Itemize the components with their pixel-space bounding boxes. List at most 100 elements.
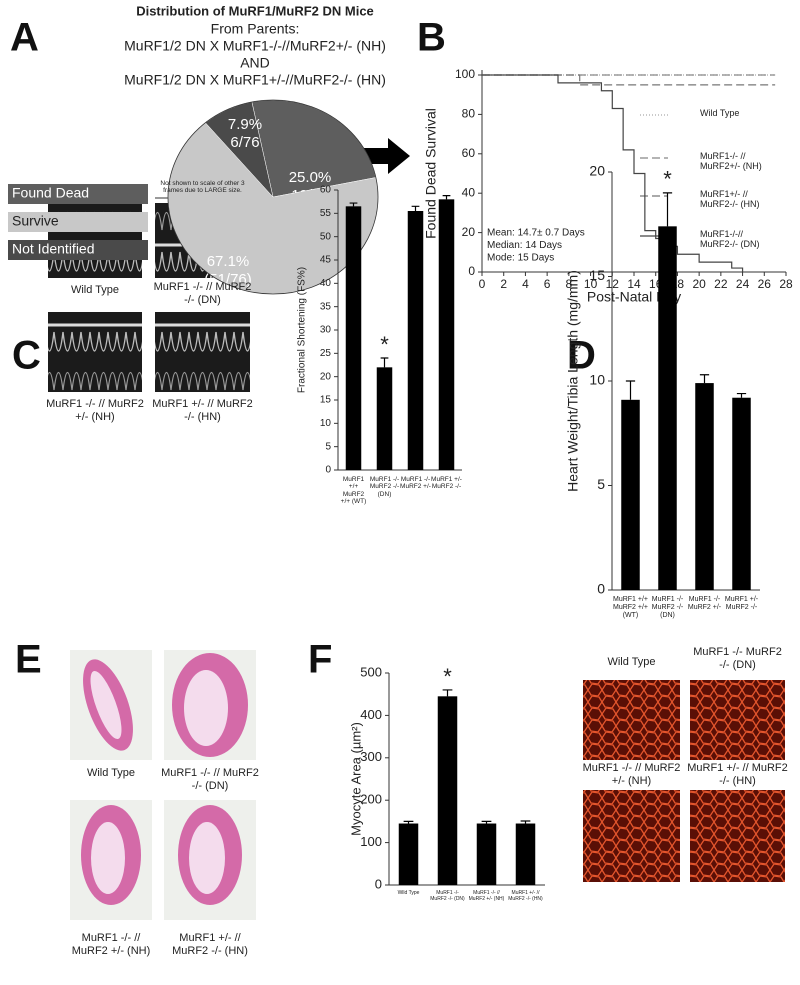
legend-label: MuRF1+/- // MuRF2-/- (HN): [700, 189, 760, 210]
image-caption: MuRF1 -/- MuRF2 -/- (DN): [693, 646, 782, 671]
legend-swatch: [8, 240, 148, 260]
x-tick-label: 22: [714, 277, 728, 291]
x-tick-label: 20: [692, 277, 706, 291]
heart-lumen: [184, 670, 228, 746]
legend-label: MuRF1-/-// MuRF2-/- (DN): [700, 229, 760, 250]
annotation: Median: 14 Days: [487, 240, 562, 251]
legend-label: Survive: [12, 213, 59, 229]
y-tick-label: 55: [320, 208, 332, 219]
bar: [437, 696, 458, 885]
arrow: [362, 138, 410, 174]
image-caption: Wild Type: [70, 284, 120, 296]
significance-mark: *: [663, 167, 672, 192]
image-caption: Wild Type: [86, 767, 136, 779]
x-tick-label: 6: [544, 277, 551, 291]
y-tick-label: 60: [462, 146, 476, 160]
panel-letter: D: [567, 334, 596, 378]
annotation: Mode: 15 Days: [487, 253, 554, 264]
bar: [398, 823, 419, 885]
stain-image: [690, 680, 785, 760]
echo-image: [155, 312, 250, 392]
echo-image: [48, 312, 142, 392]
x-tick-label: MuRF1 -/- MuRF2 -/- (DN): [369, 476, 400, 498]
panel-letter: B: [417, 16, 446, 60]
y-tick-label: 0: [468, 264, 475, 278]
panel-letter: A: [10, 16, 39, 60]
annotation: Mean: 14.7± 0.7 Days: [487, 228, 585, 239]
slice-label: 7.9%: [228, 116, 262, 133]
x-tick-label: MuRF1 +/- MuRF2 -/-: [724, 596, 759, 612]
heart-lumen: [91, 822, 125, 894]
x-tick-label: 8: [566, 277, 573, 291]
x-tick-label: MuRF1 -/- // MuRF2 +/- (NH): [468, 890, 505, 902]
pie-outline: [167, 99, 379, 295]
image-caption: MuRF1 -/- // MuRF2 -/- (DN): [153, 281, 252, 306]
image-caption: MuRF1 +/- // MuRF2 -/- (HN): [172, 932, 248, 957]
legend-swatch: [8, 184, 148, 204]
y-tick-label: 20: [462, 225, 476, 239]
slice-count: 6/76: [230, 134, 259, 151]
chart-title: Distribution of MuRF1/MuRF2 DN Mice: [136, 3, 374, 18]
x-tick-label: 26: [758, 277, 772, 291]
error-bar: [411, 205, 420, 211]
error-bar: [349, 202, 358, 207]
error-bar: [625, 380, 636, 400]
error-bar: [481, 820, 492, 824]
slice-label: 25.0%: [289, 169, 332, 186]
stain-image: [583, 790, 680, 882]
y-tick-label: 30: [320, 325, 332, 336]
y-tick-label: 50: [320, 231, 332, 242]
y-tick-label: 0: [375, 876, 382, 891]
error-bar: [520, 820, 531, 824]
y-tick-label: 0: [597, 581, 605, 597]
y-axis-label: Fractional Shortening (FS%): [297, 267, 308, 393]
error-bar: [662, 192, 673, 227]
x-tick-label: 0: [479, 277, 486, 291]
echo-note: Not shown to scale of other 3 frames due…: [160, 180, 245, 195]
x-tick-label: 2: [500, 277, 507, 291]
chart-subtitle: From Parents:: [211, 21, 300, 37]
x-tick-label: MuRF1 -/- MuRF2 +/-: [687, 596, 722, 612]
chart-subtitle: MuRF1/2 DN X MuRF1-/-//MuRF2+/- (NH): [124, 38, 386, 54]
bar: [345, 206, 362, 471]
slice-count: (51/76): [204, 271, 252, 288]
y-axis-label: Found Dead Survival: [423, 108, 439, 239]
image-caption: MuRF1 -/- // MuRF2 +/- (NH): [71, 932, 151, 957]
bar: [732, 397, 751, 590]
x-tick-label: 28: [779, 277, 793, 291]
image-caption: MuRF1 +/- // MuRF2 -/- (HN): [687, 762, 788, 787]
panel-letter: E: [15, 638, 42, 682]
y-tick-label: 15: [320, 395, 332, 406]
bar: [658, 226, 677, 590]
y-tick-label: 400: [360, 707, 382, 722]
image-caption: MuRF1 -/- // MuRF2 +/- (NH): [46, 398, 144, 423]
x-tick-label: MuRF1 +/- // MuRF2 -/- (HN): [508, 890, 543, 902]
heart-lumen: [189, 822, 225, 894]
y-tick-label: 40: [320, 278, 332, 289]
significance-mark: *: [443, 664, 452, 689]
panel-letter: F: [308, 638, 332, 682]
bar: [695, 383, 714, 590]
bar: [438, 199, 455, 471]
stain-image: [690, 790, 785, 882]
legend-label: MuRF1-/- // MuRF2+/- (NH): [700, 151, 762, 172]
error-bar: [442, 195, 451, 200]
y-tick-label: 5: [597, 476, 605, 492]
survival-line: [482, 74, 744, 272]
chart-subtitle: AND: [240, 55, 270, 71]
x-tick-label: 14: [627, 277, 641, 291]
legend-label: Not Identified: [12, 241, 95, 257]
y-tick-label: 35: [320, 301, 332, 312]
image-caption: Wild Type: [607, 656, 656, 668]
x-tick-label: MuRF1 +/+ MuRF2 +/+ (WT): [612, 596, 648, 620]
legend-label: Wild Type: [700, 108, 740, 118]
x-tick-label: Wild Type: [397, 890, 420, 896]
y-tick-label: 40: [462, 185, 476, 199]
bar: [376, 367, 393, 470]
error-bar: [736, 392, 747, 398]
image-caption: MuRF1 -/- // MuRF2 -/- (DN): [161, 767, 259, 792]
bar: [476, 823, 497, 885]
panel-letter: C: [12, 334, 41, 378]
y-tick-label: 300: [360, 749, 382, 764]
